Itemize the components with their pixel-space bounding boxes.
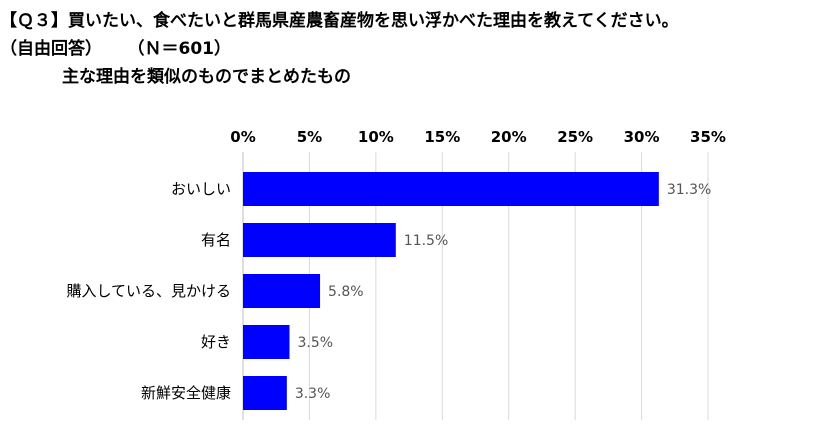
x-tick-label: 10% (358, 128, 394, 146)
category-label: 新鮮安全健康 (141, 384, 231, 402)
x-tick-label: 35% (690, 128, 726, 146)
subtitle-free-answer: （自由回答） (0, 39, 102, 59)
data-label: 5.8% (328, 284, 364, 300)
chart-title: 【Ｑ３】買いたい、食べたいと群馬県産農畜産物を思い浮かべた理由を教えてください。 (0, 11, 679, 31)
data-labels: 31.3% 11.5% 5.8% 3.5% 3.3% (295, 182, 711, 402)
bar (243, 223, 396, 257)
x-axis-ticks: 0% 5% 10% 15% 20% 25% 30% 35% (230, 128, 726, 146)
subtitle-sample-size: （Ｎ＝601） (136, 39, 231, 59)
bar (243, 172, 659, 206)
category-label: 好き (201, 333, 231, 351)
x-tick-label: 20% (491, 128, 527, 146)
data-label: 3.3% (295, 386, 331, 402)
chart-subtitle: （自由回答） （Ｎ＝601） (0, 34, 231, 59)
bars (243, 172, 659, 410)
chart-subtitle-line2: 主な理由を類似のものでまとめたもの (62, 67, 351, 87)
data-label: 3.5% (298, 335, 334, 351)
x-tick-label: 5% (297, 128, 322, 146)
category-label: 有名 (201, 231, 231, 249)
data-label: 11.5% (404, 233, 448, 249)
category-label: おいしい (171, 180, 231, 198)
bar (243, 376, 287, 410)
x-tick-label: 0% (230, 128, 255, 146)
x-tick-label: 30% (624, 128, 660, 146)
category-label: 購入している、見かける (66, 282, 231, 300)
bar (243, 325, 290, 359)
data-label: 31.3% (667, 182, 711, 198)
x-tick-label: 25% (557, 128, 593, 146)
bar (243, 274, 321, 308)
x-tick-label: 15% (424, 128, 460, 146)
